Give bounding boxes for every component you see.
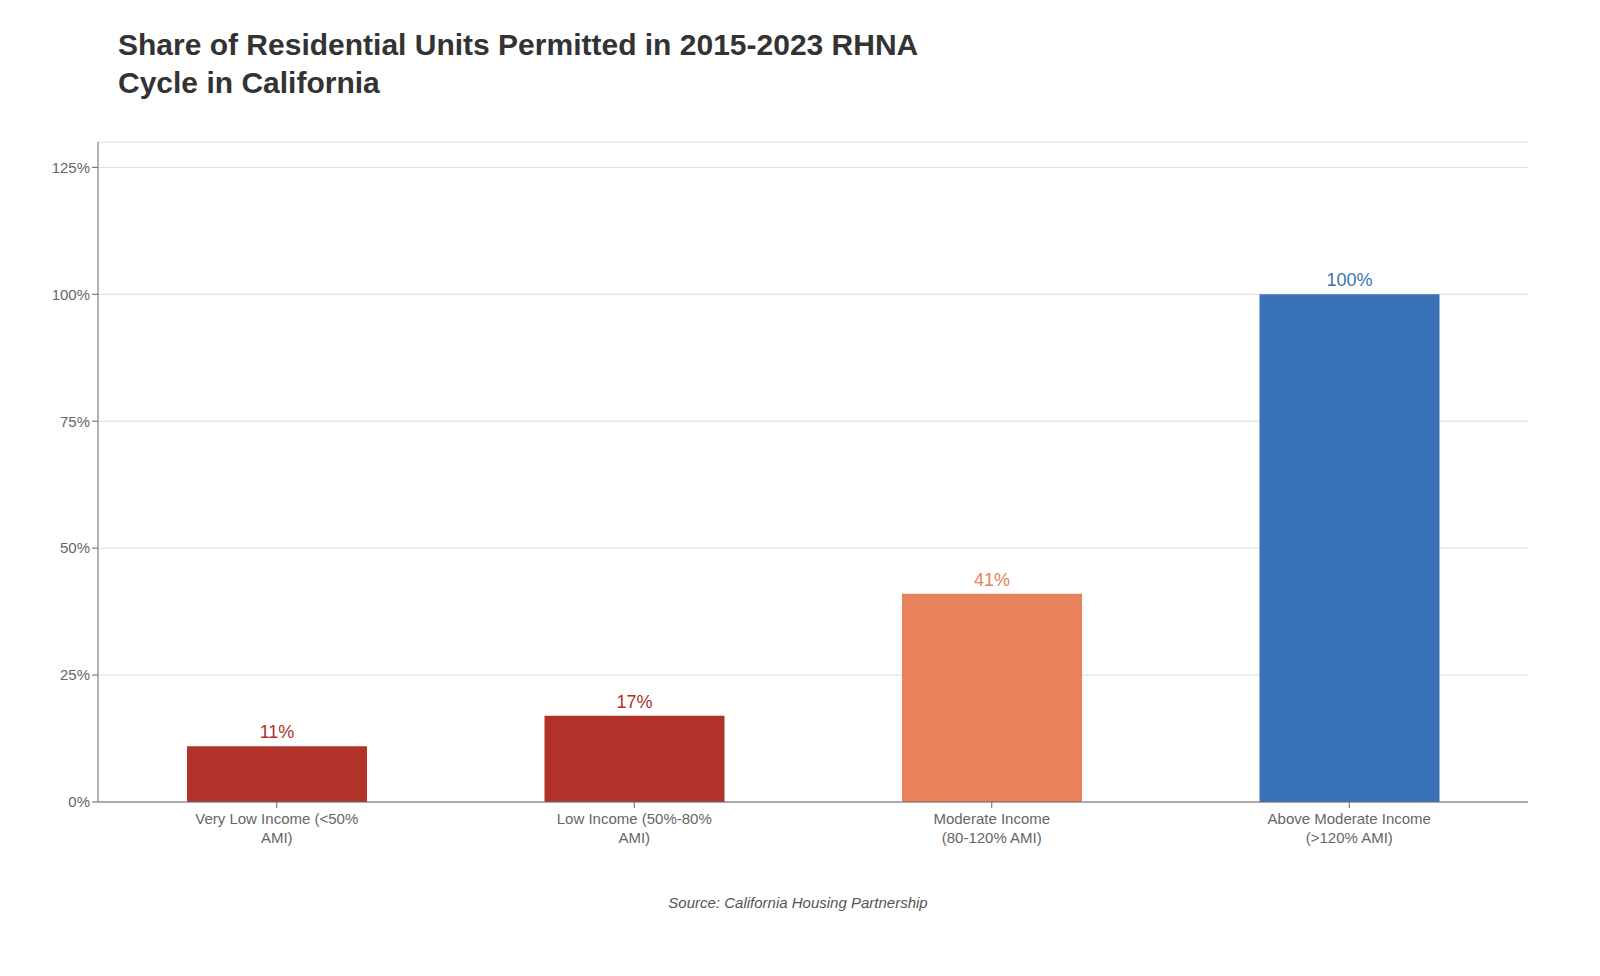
html-text:Cycle in California: Cycle in California <box>118 66 380 99</box>
svg-text:41%: 41% <box>974 570 1010 590</box>
svg-text:100%: 100% <box>1326 270 1372 290</box>
svg-text:75%: 75% <box>60 413 90 430</box>
svg-text:125%: 125% <box>52 159 90 176</box>
svg-text:Very Low Income (<50%AMI): Very Low Income (<50%AMI) <box>195 810 358 846</box>
html-text:Source: California Housing Par: Source: California Housing Partnership <box>668 894 928 911</box>
svg-text:25%: 25% <box>60 666 90 683</box>
svg-text:Low Income (50%-80%AMI): Low Income (50%-80%AMI) <box>557 810 712 846</box>
svg-text:17%: 17% <box>616 692 652 712</box>
svg-text:11%: 11% <box>260 722 295 742</box>
svg-text:50%: 50% <box>60 539 90 556</box>
svg-text:Above Moderate Income(>120% AM: Above Moderate Income(>120% AMI) <box>1268 810 1431 846</box>
svg-text:100%: 100% <box>52 286 90 303</box>
svg-text:Moderate Income(80-120% AMI): Moderate Income(80-120% AMI) <box>933 810 1050 846</box>
svg-text:0%: 0% <box>68 793 90 810</box>
html-text:Share of Residential Units Per: Share of Residential Units Permitted in … <box>118 28 919 61</box>
